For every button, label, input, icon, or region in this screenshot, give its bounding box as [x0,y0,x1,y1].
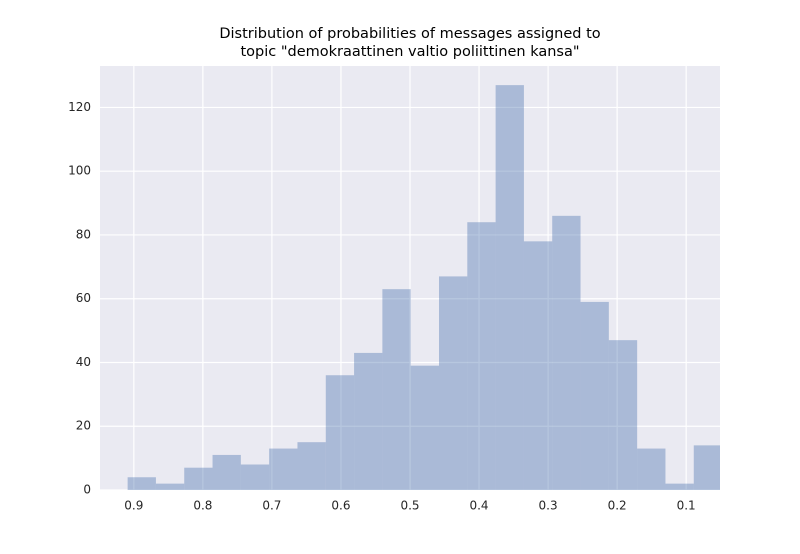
bar [580,301,609,490]
y-tick-label: 0 [83,483,91,497]
bar [693,445,720,490]
y-tick-label: 100 [68,164,91,178]
bar [523,241,553,490]
x-tick-label: 0.2 [608,499,627,513]
x-tick-label: 0.1 [677,499,696,513]
x-tick-label: 0.9 [124,499,143,513]
y-tick-label: 60 [76,291,91,305]
chart-title: topic "demokraattinen valtio poliittinen… [240,44,579,60]
chart-title: Distribution of probabilities of message… [219,26,600,42]
bar [269,448,298,490]
grid [100,66,720,491]
bar [552,215,581,490]
bar [354,352,383,490]
bar [212,454,241,490]
bar [410,365,439,490]
bar [608,340,638,490]
bar [297,442,326,490]
bar [325,375,355,490]
labels: 0 20 40 60 80 100 120 0.9 0.8 0.7 0.6 0.5 0.4 0.3 0.2 0… [68,100,696,513]
bar [382,289,411,490]
y-tick-label: 20 [76,419,91,433]
bar [438,276,468,490]
bar [495,85,524,490]
x-tick-label: 0.5 [400,499,419,513]
x-tick-label: 0.8 [193,499,212,513]
bar [155,483,185,490]
bar [240,464,270,490]
y-tick-label: 120 [68,100,91,114]
x-tick-label: 0.7 [262,499,281,513]
bar [184,467,213,490]
bar [127,477,156,490]
bar [665,483,694,490]
x-tick-label: 0.6 [331,499,350,513]
x-tick-label: 0.4 [469,499,488,513]
y-tick-label: 80 [76,227,91,241]
bars [127,85,720,490]
x-tick-label: 0.3 [539,499,558,513]
bar [467,222,496,490]
bar [637,448,666,490]
y-tick-label: 40 [76,355,91,369]
